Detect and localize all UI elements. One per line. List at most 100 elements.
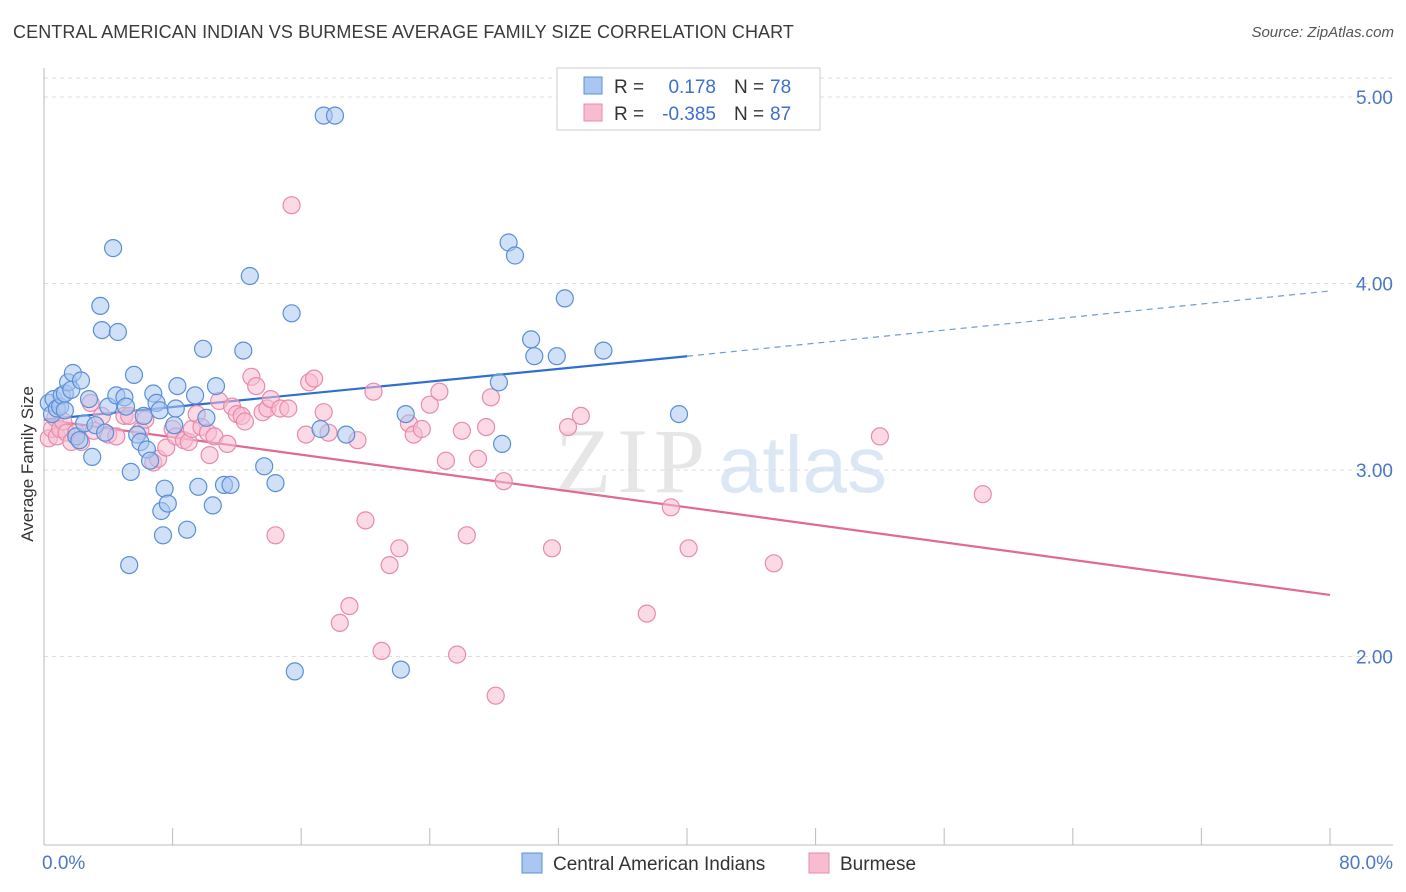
point-central-american-indians <box>203 496 222 515</box>
point-burmese <box>364 382 383 401</box>
point-burmese <box>380 555 399 575</box>
point-burmese <box>448 645 467 664</box>
point-central-american-indians <box>285 662 304 681</box>
point-burmese <box>558 418 578 437</box>
point-central-american-indians <box>141 451 160 470</box>
point-burmese <box>637 604 656 623</box>
correlation-legend: R = 0.178 N = 78 R = -0.385 N = 87 <box>556 67 821 131</box>
bottom-legend-label-pink: Burmese <box>840 854 916 875</box>
point-burmese <box>679 539 698 558</box>
point-central-american-indians <box>594 341 613 360</box>
point-burmese <box>279 399 298 418</box>
point-central-american-indians <box>116 397 136 416</box>
point-burmese <box>282 196 301 215</box>
point-burmese <box>412 419 431 439</box>
point-central-american-indians <box>91 296 110 315</box>
point-central-american-indians <box>155 479 174 498</box>
point-central-american-indians <box>197 408 216 427</box>
point-central-american-indians <box>194 339 213 358</box>
point-burmese <box>457 526 476 545</box>
point-central-american-indians <box>103 239 123 258</box>
point-central-american-indians <box>178 520 197 539</box>
point-burmese <box>305 369 324 388</box>
point-central-american-indians <box>153 526 173 545</box>
point-central-american-indians <box>391 660 410 679</box>
point-burmese <box>870 427 890 446</box>
point-burmese <box>266 526 285 545</box>
y-tick-labels: 2.00 3.00 4.00 5.00 <box>1356 88 1393 669</box>
point-central-american-indians <box>121 462 140 481</box>
point-burmese <box>356 511 375 530</box>
point-central-american-indians <box>55 401 75 420</box>
point-central-american-indians <box>79 390 99 409</box>
point-burmese <box>340 596 359 616</box>
point-burmese <box>973 485 992 504</box>
watermark-atlas: atlas <box>718 420 887 509</box>
point-burmese <box>571 406 591 425</box>
point-central-american-indians <box>168 377 187 396</box>
chart-title: CENTRAL AMERICAN INDIAN VS BURMESE AVERA… <box>13 22 795 42</box>
point-central-american-indians <box>71 371 91 390</box>
point-burmese <box>420 395 439 414</box>
legend-r-label-2: R = <box>614 104 644 125</box>
source-label: Source: ZipAtlas.com <box>1251 24 1394 41</box>
point-central-american-indians <box>282 304 301 323</box>
bottom-legend-swatch-pink <box>808 852 830 874</box>
point-central-american-indians <box>83 447 102 466</box>
point-burmese <box>247 377 266 396</box>
watermark-zip: ZIP <box>555 410 711 512</box>
legend-n-value-2: 87 <box>770 104 791 125</box>
y-tick-label: 4.00 <box>1356 275 1393 296</box>
point-burmese <box>390 539 409 558</box>
point-central-american-indians <box>547 347 566 366</box>
legend-r-label-1: R = <box>614 77 644 98</box>
point-central-american-indians <box>234 341 253 360</box>
x-tick-left: 0.0% <box>42 853 85 874</box>
point-central-american-indians <box>255 457 274 476</box>
data-points <box>39 106 992 705</box>
point-central-american-indians <box>505 246 525 265</box>
point-burmese <box>430 382 449 401</box>
point-central-american-indians <box>221 475 240 494</box>
point-burmese <box>235 412 254 431</box>
y-tick-label: 3.00 <box>1356 461 1393 482</box>
point-burmese <box>494 472 513 491</box>
point-burmese <box>372 641 391 661</box>
trend-line-burmese <box>43 418 1331 597</box>
legend-n-label-1: N = <box>734 77 764 98</box>
point-central-american-indians <box>266 474 285 493</box>
point-central-american-indians <box>108 322 128 342</box>
point-central-american-indians <box>325 106 345 125</box>
point-central-american-indians <box>134 406 153 425</box>
y-tick-label: 2.00 <box>1356 648 1393 669</box>
point-central-american-indians <box>206 377 226 396</box>
point-burmese <box>436 451 455 470</box>
point-central-american-indians <box>70 431 89 450</box>
point-central-american-indians <box>240 266 259 286</box>
point-central-american-indians <box>337 425 356 444</box>
point-burmese <box>200 446 219 465</box>
point-burmese <box>764 554 783 573</box>
legend-r-value-2: -0.385 <box>662 104 716 125</box>
point-central-american-indians <box>669 405 689 424</box>
point-burmese <box>314 403 333 422</box>
point-burmese <box>218 434 237 453</box>
y-tick-label: 5.00 <box>1356 88 1393 109</box>
point-central-american-indians <box>311 419 330 439</box>
point-central-american-indians <box>95 423 115 442</box>
point-burmese <box>452 421 471 440</box>
y-axis-label: Average Family Size <box>18 386 37 542</box>
point-central-american-indians <box>165 416 184 435</box>
point-central-american-indians <box>525 347 544 366</box>
point-burmese <box>477 418 496 437</box>
point-central-american-indians <box>489 373 508 392</box>
x-tick-right: 80.0% <box>1339 853 1393 874</box>
point-burmese <box>542 539 562 558</box>
legend-n-label-2: N = <box>734 104 764 125</box>
point-central-american-indians <box>521 330 541 349</box>
bottom-legend-label-blue: Central American Indians <box>553 854 765 875</box>
point-central-american-indians <box>92 321 112 340</box>
point-central-american-indians <box>120 555 139 575</box>
legend-n-value-1: 78 <box>770 77 791 98</box>
